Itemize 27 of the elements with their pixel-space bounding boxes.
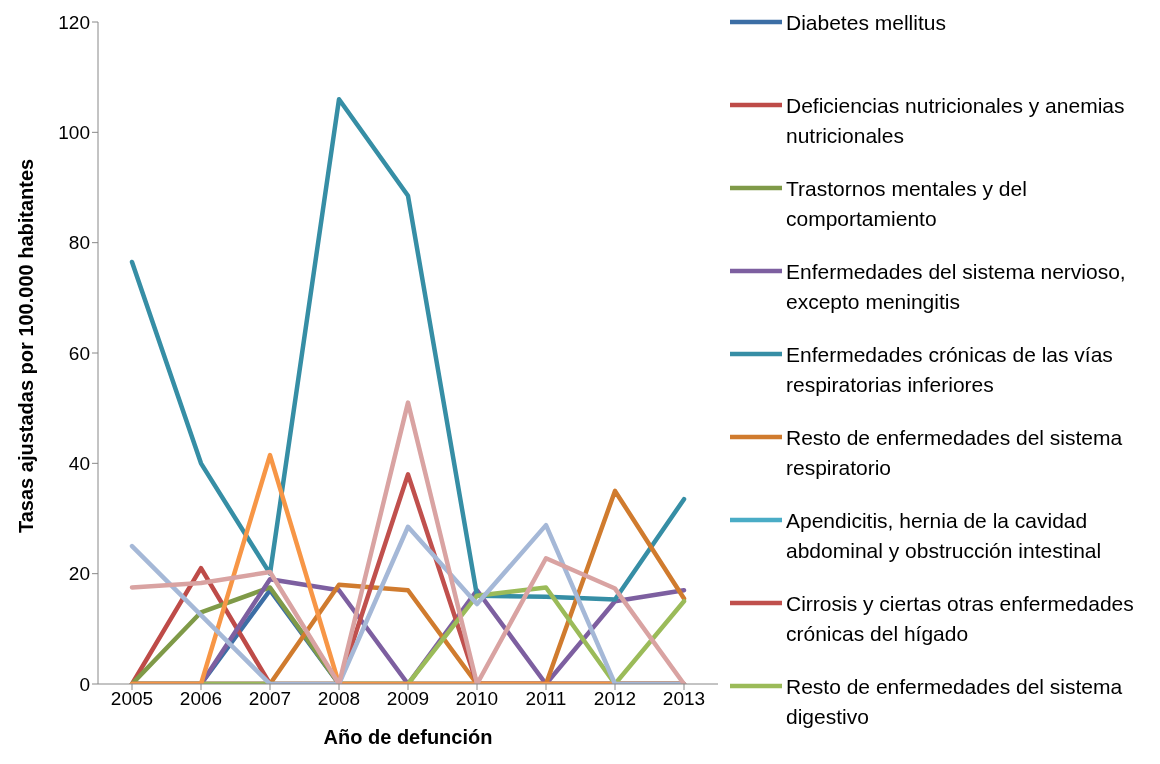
legend-label: Enfermedades del sistema nervioso, excepto meningitis <box>786 259 1127 315</box>
y-tick-label: 120 <box>58 11 90 33</box>
x-tick-label: 2009 <box>386 688 430 710</box>
x-tick-label: 2012 <box>593 688 637 710</box>
x-tick-label: 2006 <box>179 688 223 710</box>
x-axis-title: Año de defunción <box>323 726 493 748</box>
y-tick-label: 100 <box>58 122 90 144</box>
legend-label: Trastornos mentales y del comportamiento <box>786 176 1028 232</box>
y-tick-label: 20 <box>68 563 90 585</box>
y-tick-label: 0 <box>79 673 90 695</box>
legend-label: Resto de enfermedades del sistema digestivo <box>786 674 1124 730</box>
y-tick-label: 80 <box>68 232 90 254</box>
legend-label: Cirrosis y ciertas otras enfermedades crónicas del hígado <box>786 591 1135 647</box>
x-tick-label: 2013 <box>662 688 706 710</box>
x-tick-label: 2011 <box>525 688 567 710</box>
legend-label: Deficiencias nutricionales y anemias nutricionales <box>786 93 1126 149</box>
y-tick-label: 40 <box>68 453 90 475</box>
legend-label: Resto de enfermedades del sistema respiratorio <box>786 425 1124 481</box>
legend-label: Enfermedades crónicas de las vías respiratorias inferiores <box>786 342 1114 398</box>
x-tick-label: 2007 <box>248 688 292 710</box>
y-tick-label: 60 <box>68 342 90 364</box>
y-axis-title: Tasas ajustadas por 100.000 habitantes <box>15 158 38 533</box>
x-tick-label: 2010 <box>455 688 499 710</box>
x-tick-label: 2008 <box>317 688 361 710</box>
x-tick-label: 2005 <box>110 688 154 710</box>
legend-label: Diabetes mellitus <box>786 10 946 36</box>
legend-label: Apendicitis, hernia de la cavidad abdominal y obstrucción intestinal <box>786 508 1103 564</box>
